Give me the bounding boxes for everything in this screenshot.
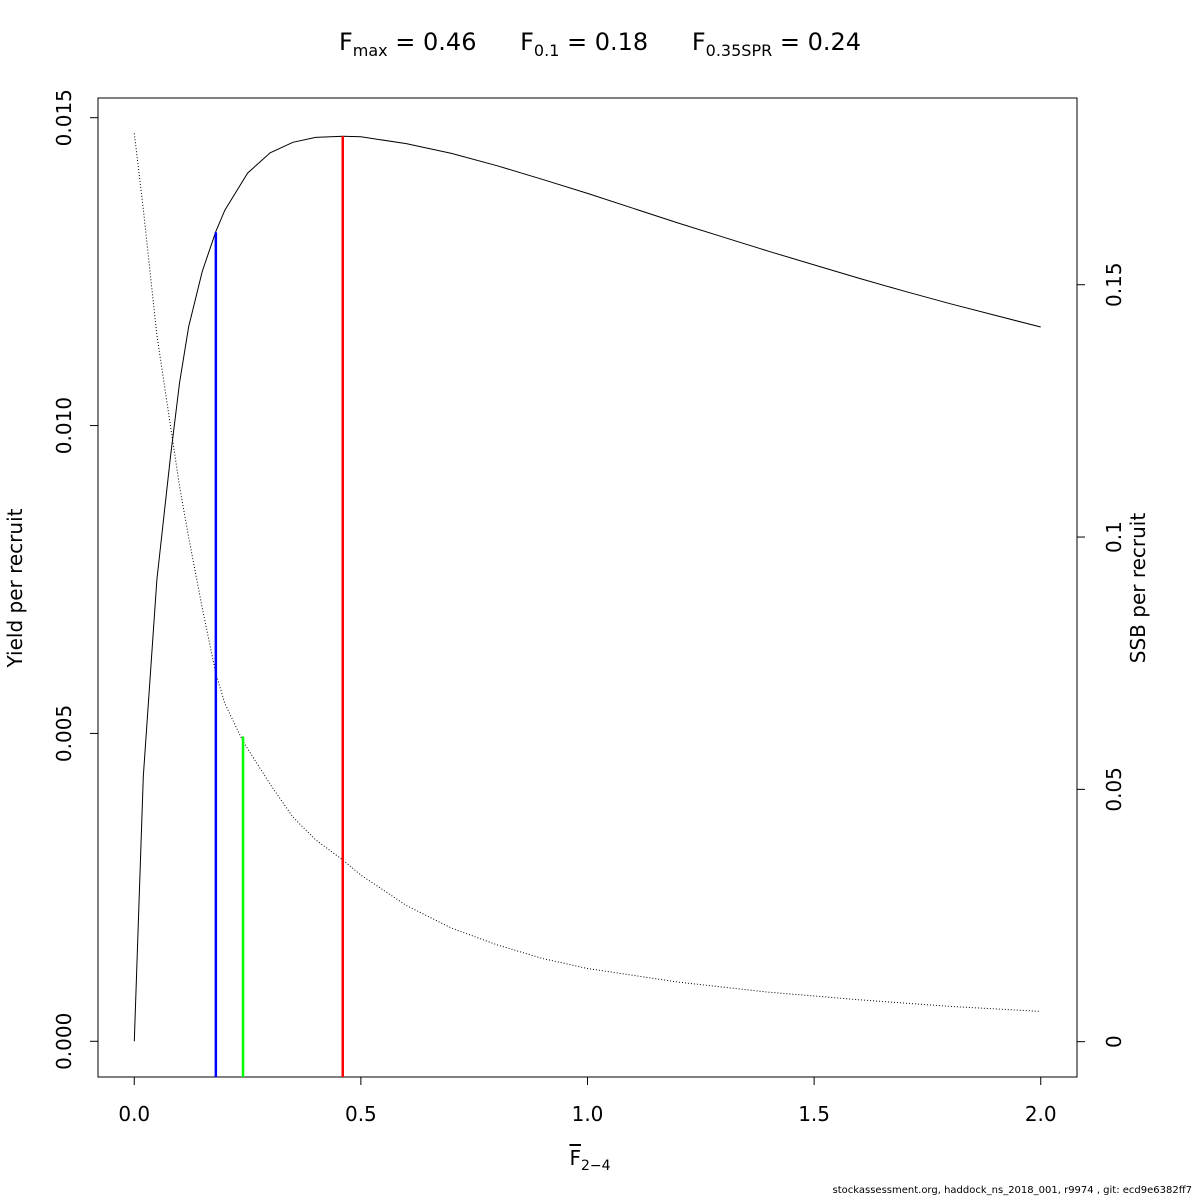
f035spr-label: F0.35SPR = 0.24 bbox=[691, 28, 862, 60]
x-tick-label: 1.5 bbox=[798, 1102, 830, 1126]
f01-label: F0.1 = 0.18 bbox=[520, 28, 649, 60]
y-right-tick-label: 0.15 bbox=[1102, 262, 1126, 307]
ssb-per-recruit-line bbox=[133, 133, 1041, 1012]
y-right-axis-label: SSB per recruit bbox=[1126, 513, 1150, 664]
x-axis-label: F2−4 bbox=[569, 1146, 611, 1174]
y-right-tick-label: 0.1 bbox=[1102, 521, 1126, 553]
x-tick-label: 2.0 bbox=[1025, 1102, 1057, 1126]
footer-credit: stockassessment.org, haddock_ns_2018_001… bbox=[832, 1185, 1193, 1196]
y-left-tick-label: 0.015 bbox=[52, 89, 76, 146]
fmax-label: Fmax = 0.46 bbox=[338, 28, 477, 60]
y-left-tick-label: 0.010 bbox=[52, 397, 76, 454]
y-right-tick-label: 0 bbox=[1102, 1035, 1126, 1048]
plot-frame bbox=[97, 97, 1078, 1078]
y-left-tick-label: 0.000 bbox=[52, 1013, 76, 1070]
yield-per-recruit-line bbox=[133, 135, 1041, 1042]
x-tick-label: 1.0 bbox=[572, 1102, 604, 1126]
chart-title: Fmax = 0.46 F0.1 = 0.18 F0.35SPR = 0.24 bbox=[0, 28, 1200, 60]
y-right-tick-label: 0.05 bbox=[1102, 767, 1126, 812]
y-left-axis-label: Yield per recruit bbox=[3, 508, 27, 668]
x-tick-label: 0.5 bbox=[345, 1102, 377, 1126]
x-tick-label: 0.0 bbox=[118, 1102, 150, 1126]
y-left-tick-label: 0.005 bbox=[52, 705, 76, 762]
